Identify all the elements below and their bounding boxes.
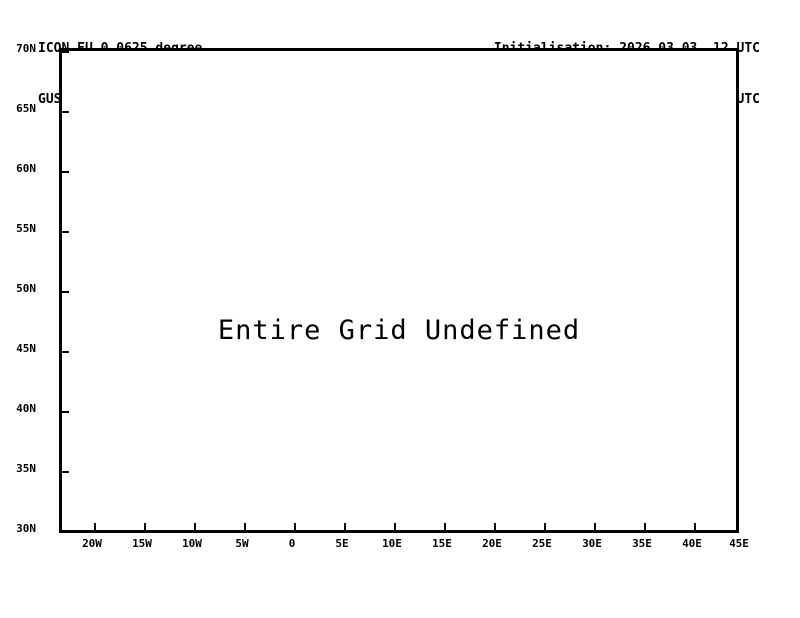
map-plot-frame: Entire Grid Undefined: [59, 48, 739, 533]
x-axis-tick: [144, 523, 146, 530]
x-axis-label: 35E: [632, 537, 652, 550]
y-axis-label: 55N: [16, 222, 36, 235]
x-axis-label: 25E: [532, 537, 552, 550]
entire-grid-undefined-message: Entire Grid Undefined: [217, 315, 581, 346]
y-axis-tick: [62, 171, 69, 173]
y-axis-tick: [62, 51, 69, 53]
x-axis-tick: [194, 523, 196, 530]
y-axis-label: 45N: [16, 342, 36, 355]
x-axis-label: 20W: [82, 537, 102, 550]
x-axis-tick: [444, 523, 446, 530]
y-axis-tick: [62, 411, 69, 413]
x-axis-tick: [644, 523, 646, 530]
x-axis-label: 10E: [382, 537, 402, 550]
y-axis-label: 35N: [16, 462, 36, 475]
x-axis-tick: [694, 523, 696, 530]
x-axis-tick: [594, 523, 596, 530]
x-axis-label: 15E: [432, 537, 452, 550]
y-axis-label: 70N: [16, 42, 36, 55]
y-axis-label: 40N: [16, 402, 36, 415]
x-axis-label: 40E: [682, 537, 702, 550]
y-axis-label: 60N: [16, 162, 36, 175]
x-axis-tick: [244, 523, 246, 530]
x-axis-label: 10W: [182, 537, 202, 550]
x-axis-tick: [394, 523, 396, 530]
x-axis-label: 15W: [132, 537, 152, 550]
x-axis-tick: [94, 523, 96, 530]
y-axis-label: 50N: [16, 282, 36, 295]
x-axis-tick: [294, 523, 296, 530]
x-axis-label: 5E: [335, 537, 349, 550]
y-axis-tick: [62, 471, 69, 473]
y-axis-label: 30N: [16, 522, 36, 535]
x-axis-tick: [344, 523, 346, 530]
x-axis-label: 30E: [582, 537, 602, 550]
x-axis-label: 45E: [729, 537, 749, 550]
y-axis-tick: [62, 231, 69, 233]
y-axis-tick: [62, 291, 69, 293]
y-axis-tick: [62, 111, 69, 113]
x-axis-tick: [544, 523, 546, 530]
x-axis-label: 0: [288, 537, 296, 550]
x-axis-label: 20E: [482, 537, 502, 550]
map-plot-area: Entire Grid Undefined: [62, 51, 736, 530]
x-axis-label: 5W: [235, 537, 249, 550]
y-axis-tick: [62, 351, 69, 353]
y-axis-label: 65N: [16, 102, 36, 115]
x-axis-tick: [494, 523, 496, 530]
